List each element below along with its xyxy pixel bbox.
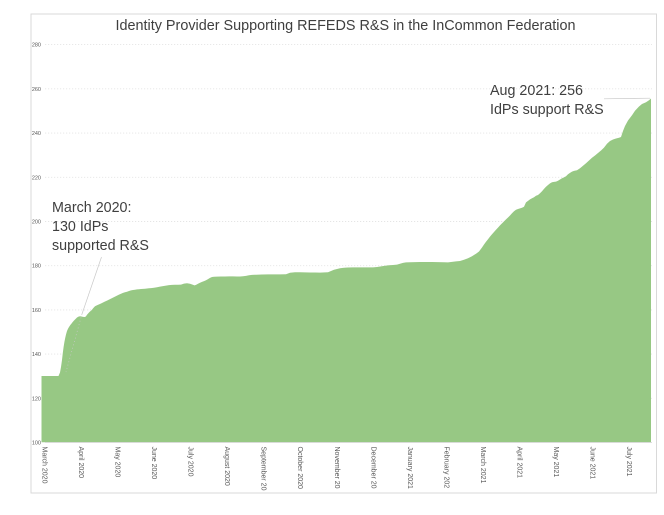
svg-text:260: 260: [32, 87, 41, 93]
svg-text:October 2020: October 2020: [296, 447, 303, 490]
svg-text:220: 220: [32, 175, 41, 181]
svg-text:160: 160: [32, 308, 41, 314]
svg-text:IdPs support R&S: IdPs support R&S: [490, 102, 604, 118]
svg-text:March 2020: March 2020: [41, 447, 48, 484]
svg-text:February 202: February 202: [442, 447, 449, 489]
svg-text:100: 100: [32, 441, 41, 447]
svg-text:March 2021: March 2021: [479, 447, 486, 484]
svg-text:supported R&S: supported R&S: [52, 238, 149, 254]
svg-text:January 2021: January 2021: [406, 447, 413, 490]
svg-text:280: 280: [32, 43, 41, 49]
svg-text:June 2020: June 2020: [150, 447, 157, 480]
svg-text:April 2021: April 2021: [515, 447, 522, 479]
svg-text:July 2021: July 2021: [625, 447, 632, 477]
svg-text:240: 240: [32, 131, 41, 137]
svg-text:November 20: November 20: [333, 447, 340, 489]
svg-text:120: 120: [32, 396, 41, 402]
svg-text:May 2020: May 2020: [114, 447, 121, 478]
svg-text:July 2020: July 2020: [187, 447, 194, 477]
svg-text:April 2020: April 2020: [77, 447, 84, 479]
svg-text:August 2020: August 2020: [223, 447, 230, 486]
svg-text:130 IdPs: 130 IdPs: [52, 219, 108, 235]
svg-text:June 2021: June 2021: [589, 447, 596, 480]
svg-text:Aug 2021: 256: Aug 2021: 256: [490, 83, 583, 99]
svg-text:December 20: December 20: [369, 447, 376, 489]
svg-text:200: 200: [32, 220, 41, 226]
svg-text:140: 140: [32, 352, 41, 358]
svg-text:May 2021: May 2021: [552, 447, 559, 478]
svg-text:September 20: September 20: [260, 447, 267, 491]
svg-text:180: 180: [32, 264, 41, 270]
svg-text:March 2020:: March 2020:: [52, 200, 131, 216]
svg-text:Identity Provider Supporting R: Identity Provider Supporting REFEDS R&S …: [116, 18, 576, 34]
